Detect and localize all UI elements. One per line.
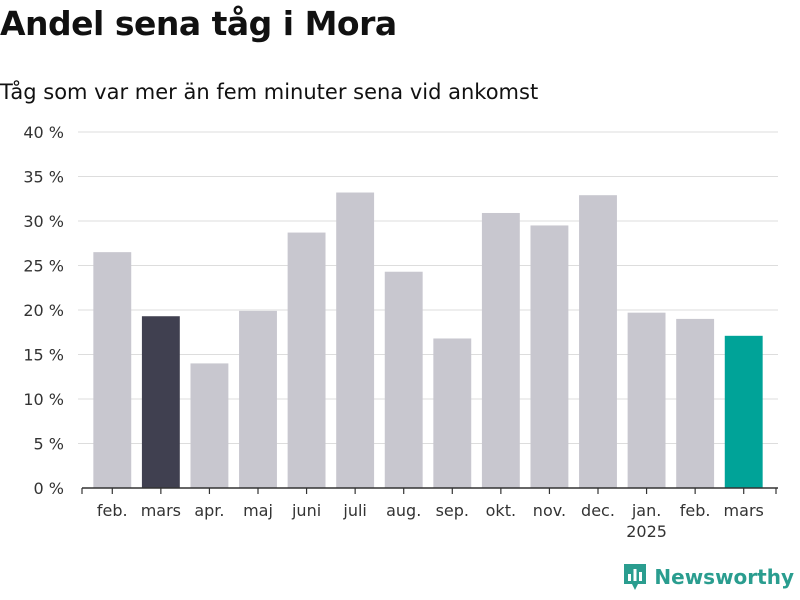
newsworthy-logo-icon xyxy=(624,564,647,590)
brand-logo: Newsworthy xyxy=(622,562,794,592)
bar xyxy=(336,192,375,488)
y-tick-label: 40 % xyxy=(23,123,64,142)
brand-name: Newsworthy xyxy=(654,565,794,589)
bar xyxy=(141,316,180,488)
bar xyxy=(190,363,229,488)
x-tick-label: feb. xyxy=(97,501,128,520)
x-tick-label: sep. xyxy=(436,501,469,520)
bar xyxy=(676,318,715,488)
bar xyxy=(384,271,423,488)
bar xyxy=(287,232,326,488)
x-year-label: 2025 xyxy=(626,522,667,541)
y-tick-label: 20 % xyxy=(23,301,64,320)
y-tick-label: 5 % xyxy=(34,435,64,454)
y-tick-label: 30 % xyxy=(23,212,64,231)
x-tick-label: nov. xyxy=(533,501,566,520)
x-tick-label: juli xyxy=(342,501,366,520)
y-tick-label: 0 % xyxy=(34,479,64,498)
bar xyxy=(579,195,617,488)
bar xyxy=(239,310,277,488)
x-tick-label: mars xyxy=(141,501,181,520)
bar xyxy=(627,312,666,488)
y-tick-label: 10 % xyxy=(23,390,64,409)
x-tick-label: okt. xyxy=(486,501,516,520)
chart-title: Andel sena tåg i Mora xyxy=(0,4,397,43)
chart-subtitle: Tåg som var mer än fem minuter sena vid … xyxy=(0,80,539,104)
bar xyxy=(481,212,520,489)
x-tick-label: aug. xyxy=(386,501,421,520)
x-tick-label: apr. xyxy=(194,501,224,520)
bar xyxy=(433,338,472,488)
x-tick-label: juni xyxy=(291,501,321,520)
x-tick-label: jan. xyxy=(631,501,661,520)
bar xyxy=(724,335,763,488)
y-tick-label: 35 % xyxy=(23,168,64,187)
x-tick-label: dec. xyxy=(581,501,615,520)
y-tick-label: 25 % xyxy=(23,257,64,276)
x-tick-label: mars xyxy=(724,501,764,520)
bar xyxy=(530,225,569,488)
x-tick-label: maj xyxy=(243,501,273,520)
bar xyxy=(93,252,132,488)
y-tick-label: 15 % xyxy=(23,346,64,365)
x-tick-label: feb. xyxy=(680,501,711,520)
bar-chart: 0 % 5 % 10 % 15 % 20 % 25 % 30 % 35 % 40 % feb. ma… xyxy=(23,123,778,541)
